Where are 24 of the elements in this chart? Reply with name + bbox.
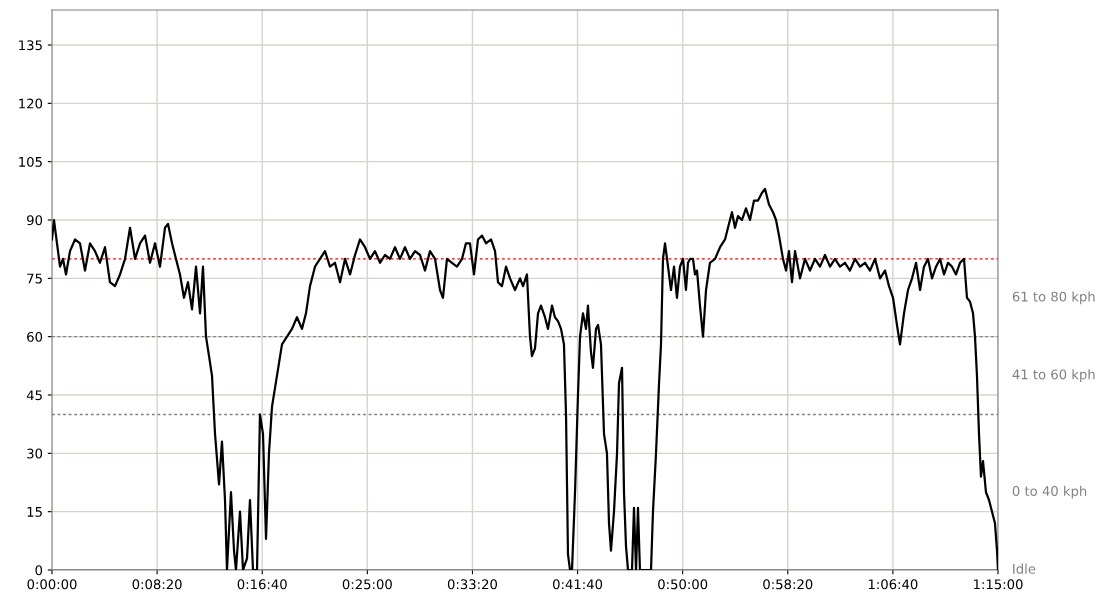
- x-tick-label: 1:15:00: [974, 579, 1023, 590]
- x-tick-label: 0:50:00: [658, 579, 708, 590]
- y-tick-label: 45: [26, 390, 42, 401]
- text: 41 to 60 kph: [1012, 369, 1095, 382]
- x-tick-label: 0:33:20: [447, 579, 497, 590]
- text: 61 to 80 kph: [1012, 291, 1095, 305]
- y-tick-label: 75: [27, 273, 42, 284]
- y-tick-label: 15: [27, 507, 42, 517]
- x-tick-label: 1:06:40: [868, 579, 918, 590]
- y-tick-label: 90: [27, 215, 43, 226]
- x-tick-label: 0:25:00: [342, 579, 392, 590]
- x-tick-label: 0:16:40: [237, 579, 287, 590]
- y-tick-label: 105: [19, 156, 42, 167]
- text: 0 to 40 kph: [1012, 485, 1087, 499]
- x-tick-label: 0:08:20: [132, 579, 182, 590]
- x-tick-label: 0:00:00: [27, 579, 77, 590]
- y-tick-label: 135: [19, 40, 42, 51]
- ref-line-label: Idle: [1013, 563, 1036, 574]
- y-tick-label: 120: [19, 98, 43, 109]
- y-tick-label: 60: [27, 331, 43, 342]
- x-tick-label: 0:41:40: [552, 579, 603, 590]
- y-tick-label: 0: [35, 565, 43, 576]
- x-tick-label: 0:58:20: [763, 579, 813, 590]
- y-tick-label: 30: [27, 448, 43, 459]
